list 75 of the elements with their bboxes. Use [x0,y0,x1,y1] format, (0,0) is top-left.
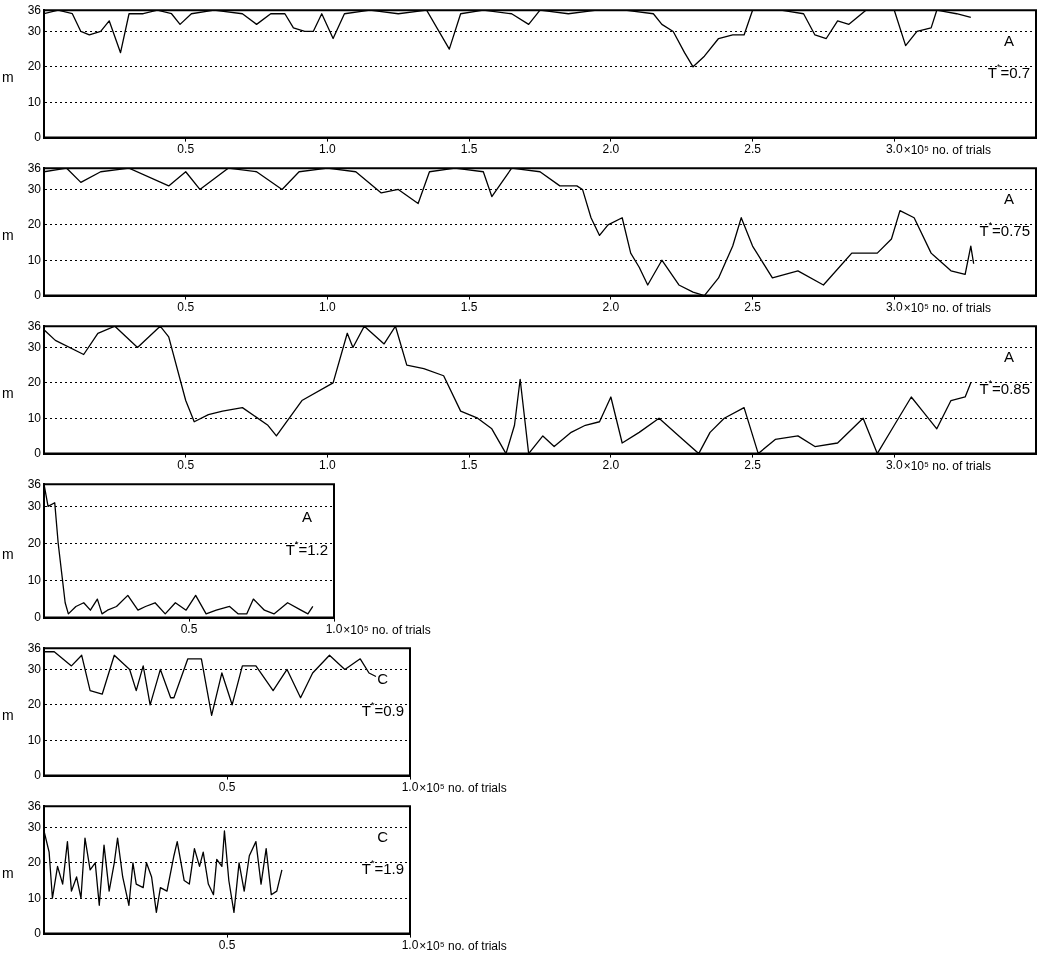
annotation: A [1004,348,1015,366]
x-tick-label: 0.5 [177,142,195,157]
y-axis-title: m [2,706,14,723]
y-tick-label: 0 [34,287,42,302]
x-axis-title: ×10⁵ no. of trials [903,458,991,473]
x-tick-label: 0.5 [180,622,198,637]
y-tick-label: 20 [27,855,42,870]
x-tick-label: 0.5 [177,458,195,473]
x-tick-label: 0.5 [218,780,236,795]
x-tick-label: 2.0 [602,142,620,157]
x-tick-label: 1.0 [319,458,337,473]
x-axis-title: ×10⁵ no. of trials [903,300,991,315]
y-tick-label: 10 [27,410,42,425]
y-tick-label: 10 [27,94,42,109]
x-tick-label: 1.0 [319,300,337,315]
x-tick-label: 2.0 [602,300,620,315]
y-axis-title: m [2,384,14,401]
annotation: C [377,670,389,688]
y-tick-label: 10 [27,890,42,905]
y-tick-label: 30 [27,339,42,354]
x-axis-title: ×10⁵ no. of trials [419,938,507,953]
y-tick-label: 36 [27,798,42,813]
y-tick-label: 36 [27,318,42,333]
annotation: T*=0.7 [987,62,1031,82]
y-axis-title: m [2,545,14,562]
annotation: A [1004,32,1015,50]
x-tick-label: 1.0 [401,938,419,953]
x-tick-label: 2.5 [744,300,762,315]
y-axis-title: m [2,864,14,881]
y-tick-label: 20 [27,59,42,74]
x-tick-label: 2.0 [602,458,620,473]
annotation: T*=0.9 [361,700,405,720]
y-tick-label: 30 [27,819,42,834]
y-tick-label: 0 [34,609,42,624]
annotation: C [377,828,389,846]
y-tick-label: 30 [27,23,42,38]
x-tick-label: 2.5 [744,142,762,157]
x-tick-label: 3.0 [885,458,903,473]
y-tick-label: 36 [27,476,42,491]
y-axis-title: m [2,226,14,243]
x-tick-label: 3.0 [885,142,903,157]
y-tick-label: 0 [34,129,42,144]
y-tick-label: 0 [34,767,42,782]
x-tick-label: 1.5 [460,300,478,315]
y-tick-label: 20 [27,535,42,550]
y-tick-label: 10 [27,252,42,267]
x-tick-label: 3.0 [885,300,903,315]
x-tick-label: 1.0 [325,622,343,637]
y-tick-label: 30 [27,661,42,676]
x-tick-label: 1.0 [401,780,419,795]
y-tick-label: 30 [27,181,42,196]
x-tick-label: 1.5 [460,458,478,473]
annotation: A [302,507,313,525]
y-tick-label: 20 [27,697,42,712]
y-tick-label: 36 [27,160,42,175]
x-tick-label: 0.5 [177,300,195,315]
x-tick-label: 1.0 [319,142,337,157]
y-tick-label: 36 [27,640,42,655]
y-tick-label: 10 [27,572,42,587]
x-tick-label: 2.5 [744,458,762,473]
y-axis-title: m [2,68,14,85]
y-tick-label: 20 [27,217,42,232]
annotation: A [1004,190,1015,208]
x-tick-label: 1.5 [460,142,478,157]
y-tick-label: 30 [27,498,42,513]
x-axis-title: ×10⁵ no. of trials [903,142,991,157]
y-tick-label: 10 [27,732,42,747]
x-axis-title: ×10⁵ no. of trials [419,780,507,795]
y-tick-label: 20 [27,375,42,390]
y-tick-label: 0 [34,445,42,460]
y-tick-label: 36 [27,2,42,17]
x-tick-label: 0.5 [218,938,236,953]
y-tick-label: 0 [34,925,42,940]
x-axis-title: ×10⁵ no. of trials [343,622,431,637]
annotation: T*=1.9 [361,858,405,878]
